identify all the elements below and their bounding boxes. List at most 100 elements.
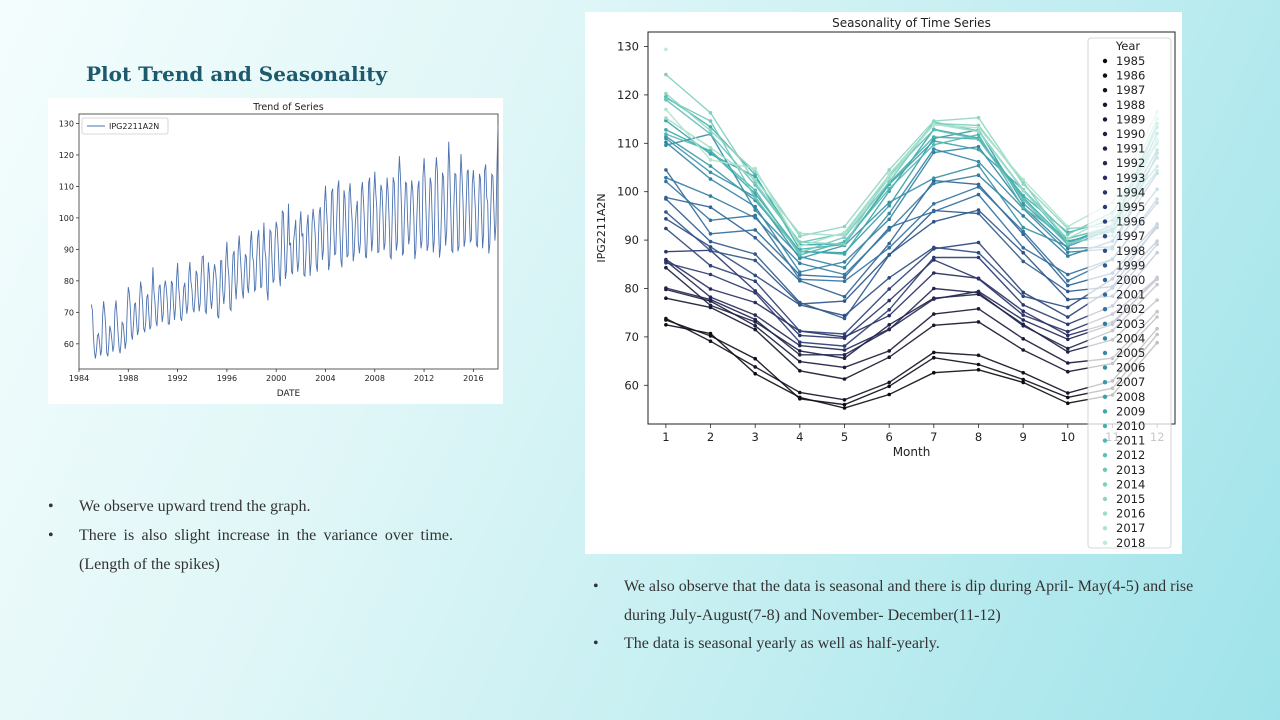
data-point xyxy=(708,205,713,209)
x-tick-label: 10 xyxy=(1060,430,1075,444)
y-tick-label: 100 xyxy=(59,214,74,223)
legend-year-label: 2005 xyxy=(1116,346,1145,360)
data-point xyxy=(1021,380,1025,385)
data-point xyxy=(664,286,668,290)
data-point xyxy=(887,246,891,250)
data-point xyxy=(664,47,668,52)
year-line xyxy=(665,227,1158,335)
data-point xyxy=(887,211,891,216)
data-point xyxy=(664,316,668,321)
year-line xyxy=(665,127,1158,256)
data-point xyxy=(932,286,936,291)
data-point xyxy=(842,365,847,370)
data-point xyxy=(887,217,891,222)
legend-year-label: 1986 xyxy=(1116,69,1145,83)
data-point xyxy=(798,273,802,277)
data-point xyxy=(976,163,981,168)
data-point xyxy=(708,287,713,291)
data-point xyxy=(976,320,981,324)
data-point xyxy=(708,119,713,123)
legend-marker xyxy=(1102,131,1108,137)
data-point xyxy=(887,176,891,180)
data-point xyxy=(1066,224,1070,229)
data-point xyxy=(1066,346,1070,351)
data-point xyxy=(1066,322,1070,327)
legend-year-label: 2018 xyxy=(1116,536,1145,550)
legend-marker xyxy=(1102,307,1108,312)
legend-year-label: 2009 xyxy=(1116,404,1145,418)
x-tick-label: 1984 xyxy=(69,374,89,383)
data-point xyxy=(1021,348,1025,352)
year-line xyxy=(665,319,1158,406)
x-tick-label: 2000 xyxy=(266,374,286,383)
data-point xyxy=(1066,254,1070,258)
data-point xyxy=(887,298,891,303)
data-point xyxy=(798,333,802,338)
data-point xyxy=(976,307,981,311)
data-point xyxy=(932,297,936,301)
legend-year-label: 2015 xyxy=(1116,492,1145,506)
legend-marker xyxy=(1102,117,1108,122)
data-point xyxy=(842,344,847,348)
year-line xyxy=(665,141,1158,273)
year-series xyxy=(664,140,1159,274)
slide-title: Plot Trend and Seasonality xyxy=(86,62,388,86)
bullet-item: The data is seasonal yearly as well as h… xyxy=(593,630,1233,659)
seasonality-observations: We also observe that the data is seasona… xyxy=(593,573,1233,659)
data-point xyxy=(842,332,847,336)
data-point xyxy=(932,370,936,375)
data-point xyxy=(932,202,936,206)
data-point xyxy=(1021,309,1025,314)
data-point xyxy=(1066,305,1070,310)
plot-frame xyxy=(78,113,499,370)
data-point xyxy=(708,158,713,162)
year-line xyxy=(665,252,1158,347)
data-point xyxy=(976,126,981,130)
chart-title: Seasonality of Time Series xyxy=(832,16,991,30)
x-tick-label: 2016 xyxy=(463,374,483,383)
legend-marker xyxy=(1102,350,1108,356)
data-point xyxy=(708,303,713,308)
data-point xyxy=(1066,289,1070,294)
legend-year-label: 1996 xyxy=(1116,215,1145,229)
data-point xyxy=(664,132,668,136)
data-point xyxy=(664,265,668,270)
data-point xyxy=(887,228,891,232)
legend-year-label: 1994 xyxy=(1116,185,1145,199)
data-point xyxy=(664,217,668,221)
data-point xyxy=(1021,377,1025,382)
data-point xyxy=(798,390,802,395)
data-point xyxy=(798,397,802,401)
data-point xyxy=(1066,329,1070,334)
data-point xyxy=(932,176,936,180)
trend-series-line xyxy=(90,125,499,359)
x-tick-label: 2 xyxy=(707,430,714,444)
data-point xyxy=(976,240,981,245)
data-point xyxy=(798,256,802,261)
data-point xyxy=(664,323,668,327)
x-tick-label: 7 xyxy=(930,430,937,444)
data-point xyxy=(842,224,847,229)
data-point xyxy=(1021,205,1025,210)
data-point xyxy=(976,353,981,358)
data-point xyxy=(753,371,757,376)
data-point xyxy=(708,232,713,236)
data-point xyxy=(842,316,847,321)
data-point xyxy=(976,147,981,152)
year-series xyxy=(664,47,668,52)
data-point xyxy=(887,287,891,291)
legend-box xyxy=(1087,37,1172,549)
bullet-item: We observe upward trend the graph. xyxy=(48,492,453,521)
y-tick-label: 60 xyxy=(64,340,74,349)
legend-year-label: 2010 xyxy=(1116,419,1145,433)
data-point xyxy=(1021,246,1025,250)
data-point xyxy=(798,353,802,357)
data-point xyxy=(664,195,668,200)
data-point xyxy=(976,277,981,281)
data-point xyxy=(664,96,668,101)
year-series xyxy=(664,171,1159,277)
data-point xyxy=(664,296,668,301)
legend-marker xyxy=(1102,234,1108,239)
data-point xyxy=(842,299,847,303)
year-line xyxy=(665,258,1158,338)
